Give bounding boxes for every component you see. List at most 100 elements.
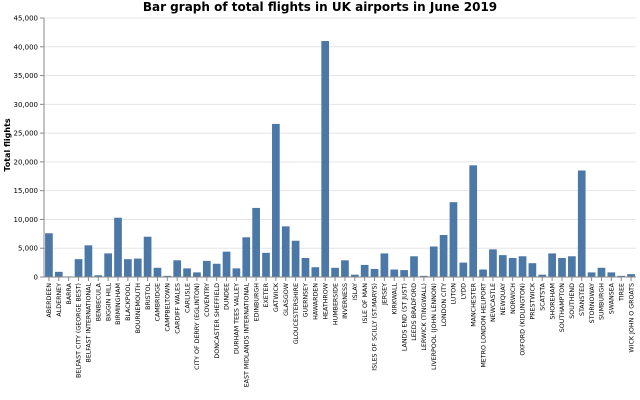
bar — [508, 258, 517, 277]
x-tick-label: CAMPBELTOWN — [165, 283, 172, 332]
y-tick-label: 15,000 — [14, 187, 39, 195]
x-tick-label: PRESTWICK — [530, 282, 537, 319]
y-tick-label: 0 — [34, 274, 38, 282]
bar — [459, 262, 468, 277]
bar — [627, 274, 635, 277]
x-tick-label: NORWICH — [510, 283, 517, 314]
bar — [84, 245, 93, 277]
bar — [173, 260, 182, 277]
bar — [291, 240, 300, 277]
bar — [420, 275, 428, 277]
x-tick-label: STANSTED — [579, 283, 586, 316]
x-tick-label: BENBECULA — [95, 282, 102, 321]
x-tick-label: DURHAM TEES VALLEY — [234, 283, 241, 354]
x-tick-label: LYDD — [461, 283, 468, 299]
bar — [360, 264, 369, 277]
x-tick-label: STORNOWAY — [589, 283, 596, 324]
x-tick-label: ISLAY — [352, 283, 359, 300]
x-tick-label: LUTON — [451, 283, 458, 305]
y-tick-label: 25,000 — [14, 130, 39, 138]
bar — [281, 226, 290, 277]
bar — [104, 253, 112, 277]
bar — [538, 274, 547, 277]
x-tick-label: ISLES OF SCILLY (ST.MARYS) — [372, 283, 379, 371]
bar — [528, 263, 537, 277]
y-tick-label: 40,000 — [14, 43, 39, 51]
bar — [45, 233, 53, 277]
bar-series — [45, 41, 635, 278]
bar — [124, 259, 132, 277]
x-tick-label: CITY OF DERRY (EGLINTON) — [194, 283, 201, 370]
x-tick-label: LIVERPOOL (JOHN LENNON) — [431, 283, 438, 370]
y-tick-label: 20,000 — [14, 158, 39, 166]
x-tick-label: EDINBURGH — [253, 283, 260, 322]
bar — [469, 165, 478, 277]
bar — [548, 253, 556, 277]
x-tick-label: DONCASTER SHEFFIELD — [214, 283, 221, 359]
x-tick-label: NEWQUAY — [500, 283, 507, 315]
x-tick-label: EXETER — [263, 282, 270, 307]
bar — [380, 253, 389, 277]
x-tick-label: BIGGIN HILL — [105, 283, 112, 322]
bar — [341, 260, 349, 277]
bar — [587, 272, 596, 277]
x-tick-label: SHOREHAM — [549, 283, 556, 320]
x-tick-label: BLACKPOOL — [125, 283, 132, 321]
bar — [94, 275, 103, 277]
x-tick-label: BIRMINGHAM — [115, 283, 122, 325]
x-tick-label: LONDON CITY — [441, 283, 448, 327]
bar — [429, 246, 438, 277]
bar — [311, 267, 320, 277]
x-tick-label: WICK JOHN O GROATS — [628, 283, 635, 353]
gridlines — [44, 17, 636, 278]
x-tick-label: LERWICK (TINGWALL) — [421, 283, 428, 351]
bar — [390, 269, 399, 277]
bar — [607, 272, 616, 277]
bar — [153, 267, 162, 277]
x-tick-label: GATWICK — [273, 282, 280, 312]
bar — [193, 272, 201, 277]
bar — [114, 217, 122, 277]
x-tick-label: BELFAST CITY (GEORGE BEST) — [76, 283, 83, 378]
axes — [43, 18, 636, 278]
bar — [133, 258, 142, 277]
x-tick-label: GLASGOW — [283, 282, 290, 316]
bar — [212, 263, 221, 277]
bar — [400, 270, 408, 277]
bar — [301, 258, 310, 277]
x-tick-label: KIRKWALL — [391, 283, 398, 315]
bar — [577, 170, 586, 277]
x-tick-label: CARDIFF WALES — [174, 283, 181, 334]
y-axis-label: Total flights — [3, 118, 12, 172]
bar — [370, 268, 379, 277]
x-tick-label: CAMBRIDGE — [155, 283, 162, 321]
y-tick-label: 10,000 — [14, 216, 39, 224]
x-tick-label: ISLE OF MAN — [362, 283, 369, 324]
bar — [617, 275, 626, 277]
bar — [262, 252, 270, 277]
bar — [321, 41, 330, 278]
bar — [449, 202, 458, 277]
bar — [163, 275, 172, 277]
x-tick-label: SOUTHAMPTON — [559, 283, 566, 332]
x-tick-label: GLOUCESTERSHIRE — [293, 283, 300, 344]
bar — [558, 258, 566, 277]
bar — [242, 237, 251, 277]
x-tick-label: JERSEY — [382, 283, 389, 306]
x-tick-label: EAST MIDLANDS INTERNATIONAL — [243, 283, 250, 388]
x-tick-label: INVERNESS — [342, 283, 349, 319]
bar — [222, 251, 231, 277]
y-tick-label: 45,000 — [14, 15, 39, 23]
bar — [479, 269, 487, 277]
bar — [183, 268, 191, 277]
bar — [54, 271, 63, 277]
bar — [350, 274, 359, 277]
bar — [498, 255, 507, 277]
x-tick-label: GUERNSEY — [303, 283, 310, 318]
bar — [410, 256, 418, 277]
bar — [518, 256, 527, 277]
x-tick-label: HAWARDEN — [313, 283, 320, 320]
x-tick-label: TIREE — [618, 283, 625, 302]
y-axis-ticks: 0 5,000 10,000 15,000 20,000 25,000 30,000 35,0… — [14, 15, 44, 282]
